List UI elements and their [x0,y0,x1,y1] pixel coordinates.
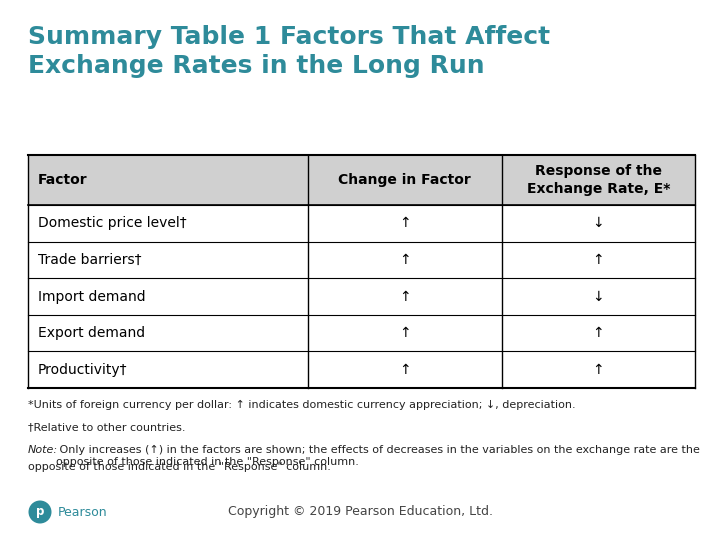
Text: Trade barriers†: Trade barriers† [38,253,142,267]
Text: Response of the
Exchange Rate, E*: Response of the Exchange Rate, E* [526,164,670,195]
Text: Summary Table 1 Factors That Affect
Exchange Rates in the Long Run: Summary Table 1 Factors That Affect Exch… [28,25,550,78]
Text: Only increases (↑) in the factors are shown; the effects of decreases in the var: Only increases (↑) in the factors are sh… [56,445,700,467]
Circle shape [29,501,52,523]
Text: ↓: ↓ [593,217,604,231]
Text: Productivity†: Productivity† [38,363,127,377]
Text: Pearson: Pearson [58,505,107,518]
Text: ↑: ↑ [399,363,410,377]
Text: Domestic price level†: Domestic price level† [38,217,186,231]
Text: Copyright © 2019 Pearson Education, Ltd.: Copyright © 2019 Pearson Education, Ltd. [228,505,492,518]
Text: Note:: Note: [28,445,58,455]
Bar [28,155,695,205]
Text: ↑: ↑ [399,289,410,303]
Text: ↓: ↓ [593,289,604,303]
Text: †Relative to other countries.: †Relative to other countries. [28,422,186,432]
Text: p: p [36,505,44,518]
Text: *Units of foreign currency per dollar: ↑ indicates domestic currency appreciatio: *Units of foreign currency per dollar: ↑… [28,400,575,410]
Text: ↑: ↑ [399,217,410,231]
Text: ↑: ↑ [399,326,410,340]
Text: ↑: ↑ [593,253,604,267]
Text: Export demand: Export demand [38,326,145,340]
Text: ↑: ↑ [593,363,604,377]
Text: ↑: ↑ [399,253,410,267]
Text: Factor: Factor [38,173,88,187]
Text: Change in Factor: Change in Factor [338,173,471,187]
Text: opposite of those indicated in the "Response" column.: opposite of those indicated in the "Resp… [28,462,331,472]
Text: ↑: ↑ [593,326,604,340]
Text: Import demand: Import demand [38,289,145,303]
